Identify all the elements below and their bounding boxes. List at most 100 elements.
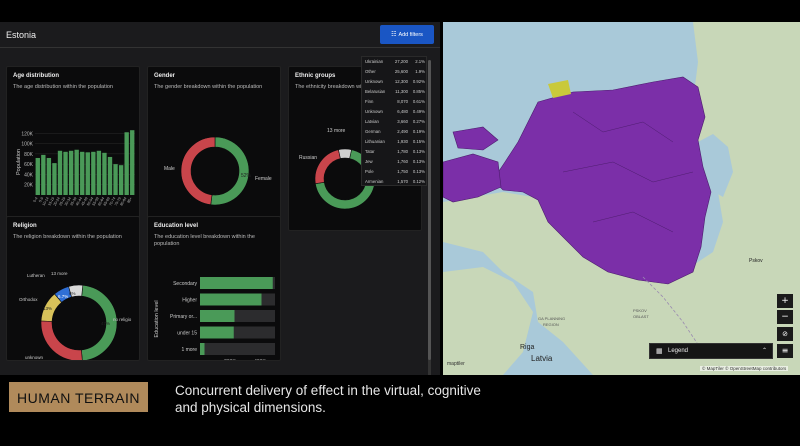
edu-category-label: Higher — [182, 298, 197, 304]
education-card-subtitle: The education level breakdown within the… — [154, 234, 255, 247]
edu-x-tick-label: 400K — [254, 359, 266, 361]
dashboard-panel: Estonia ☷ Add filters Age distribution Th… — [0, 22, 440, 375]
age-bar[interactable] — [74, 149, 79, 195]
hiiumaa-region[interactable] — [452, 126, 499, 151]
ethnic-row-name: Unknown — [365, 79, 383, 84]
age-bar[interactable] — [118, 165, 124, 195]
ethnic-table-row: Other 25,600 1.9% — [362, 67, 428, 77]
age-x-tick-label: 75-79 — [114, 197, 122, 207]
ethnic-row-pct: 0.85% — [412, 89, 425, 94]
age-x-tick-label: 65-69 — [103, 197, 111, 207]
religion-pct-no: 47% — [101, 321, 110, 326]
age-bar[interactable] — [85, 152, 90, 195]
ethnic-row-pct: 2.1% — [415, 59, 425, 64]
add-filters-button[interactable]: ☷ Add filters — [380, 25, 434, 44]
legend-button[interactable]: ▦ Legend ⌃ — [649, 343, 773, 359]
age-bar[interactable] — [130, 130, 135, 195]
mainland — [443, 22, 800, 375]
gender-card-subtitle: The gender breakdown within the populati… — [154, 84, 263, 90]
age-bar[interactable] — [124, 132, 129, 195]
age-bar[interactable] — [46, 157, 52, 195]
saaremaa-region[interactable] — [443, 153, 502, 203]
ethnic-row-count: 12,300 — [394, 79, 408, 84]
maptiler-logo[interactable]: maptiler — [447, 361, 465, 367]
age-x-tick-label: 60-64 — [97, 197, 105, 207]
religion-slice[interactable] — [68, 284, 84, 298]
age-bar[interactable] — [96, 150, 102, 195]
religion-pct-orthodox: 13% — [43, 306, 52, 311]
religion-label-lutheran: Lutheran — [27, 273, 45, 278]
western-land — [443, 267, 533, 375]
age-bar[interactable] — [91, 151, 96, 195]
age-x-tick-label: 15-19 — [47, 197, 55, 207]
compass-button[interactable]: ⊘ — [777, 327, 793, 341]
age-card-subtitle: The age distribution within the populati… — [13, 84, 113, 90]
age-bar[interactable] — [57, 150, 63, 195]
age-x-tick-label: 25-29 — [58, 197, 66, 207]
age-bar[interactable] — [102, 152, 107, 195]
ethnic-row-pct: 0.13% — [412, 169, 425, 174]
edu-bar[interactable] — [200, 343, 205, 355]
age-bar[interactable] — [80, 151, 85, 195]
highlighted-region[interactable] — [548, 80, 571, 98]
ethnic-row-pct: 0.92% — [412, 79, 425, 84]
age-card-title: Age distribution — [13, 73, 59, 79]
ethnic-row-name: Jew — [365, 159, 373, 164]
ethnic-row-pct: 1.9% — [415, 69, 425, 74]
age-bar[interactable] — [68, 150, 74, 195]
age-bar[interactable] — [35, 157, 40, 195]
ethnic-tooltip-table: Ukrainian 27,200 2.1% Other 25,600 1.9% Unknow… — [361, 56, 427, 186]
age-distribution-card: Age distribution The age distribution wi… — [6, 66, 140, 231]
age-y-tick-label: 120K — [21, 131, 33, 137]
layers-button[interactable]: ≡ — [777, 344, 793, 358]
edu-bar-track — [200, 343, 275, 355]
ethnic-table-row: Ukrainian 27,200 2.1% — [362, 57, 428, 67]
age-bar[interactable] — [113, 164, 118, 195]
dashboard-scrollbar[interactable] — [428, 60, 431, 375]
ethnic-slice[interactable] — [338, 148, 352, 159]
edu-bar[interactable] — [200, 293, 262, 306]
gender-slice[interactable] — [210, 136, 250, 206]
age-bar[interactable] — [63, 151, 68, 195]
ethnic-table-row: Belarusian 11,300 0.85% — [362, 87, 428, 97]
zoom-out-button[interactable]: − — [777, 310, 793, 324]
edu-bar[interactable] — [200, 326, 234, 339]
edu-bar[interactable] — [200, 310, 235, 322]
map-canvas[interactable]: Riga Latvia Pskov GA PLANNING REGION PSK… — [443, 22, 800, 375]
zoom-in-button[interactable]: + — [777, 294, 793, 308]
age-bar[interactable] — [41, 154, 46, 195]
add-filters-label: Add filters — [398, 32, 423, 38]
religion-slice[interactable] — [40, 320, 83, 361]
ethnic-slice[interactable] — [314, 149, 341, 185]
ethnic-row-count: 25,600 — [394, 69, 408, 74]
age-x-tick-label: 85+ — [127, 197, 134, 204]
edu-category-label: Primary or... — [170, 314, 197, 320]
filter-icon: ☷ — [391, 32, 397, 38]
age-x-tick-label: 80-84 — [119, 197, 127, 207]
ethnic-row-name: Armenian — [365, 179, 384, 184]
age-x-tick-label: 50-54 — [86, 197, 94, 207]
map-label-latvia: Latvia — [531, 354, 553, 363]
ethnic-table-row: German 2,490 0.19% — [362, 127, 428, 137]
ethnic-row-count: 27,200 — [394, 59, 408, 64]
edu-bar[interactable] — [200, 277, 273, 289]
age-x-tick-label: 45-49 — [81, 197, 89, 207]
age-y-axis-label: Population — [16, 149, 22, 175]
dashboard-header: Estonia ☷ Add filters — [0, 22, 440, 48]
ethnic-row-name: German — [365, 129, 381, 134]
ethnic-table-row: Tatar 1,780 0.13% — [362, 147, 428, 157]
map-view[interactable]: Riga Latvia Pskov GA PLANNING REGION PSK… — [443, 22, 800, 375]
brand-name: HUMAN TERRAIN — [17, 390, 140, 406]
scrollbar-thumb[interactable] — [428, 60, 431, 360]
map-attribution[interactable]: © MapTiler © OpenStreetMap contributors — [700, 366, 789, 371]
ethnic-row-count: 3,660 — [397, 119, 408, 124]
edu-category-label: Secondary — [173, 281, 197, 287]
age-bar[interactable] — [107, 156, 113, 195]
ethnic-row-name: Unknown — [365, 109, 383, 114]
gender-female-pct: 52% — [241, 173, 252, 179]
ethnic-label-russian: Russian — [299, 155, 317, 161]
religion-slice[interactable] — [81, 284, 118, 361]
ethnic-row-count: 1,760 — [397, 159, 408, 164]
gender-slice[interactable] — [180, 136, 216, 206]
age-bar[interactable] — [52, 163, 57, 195]
